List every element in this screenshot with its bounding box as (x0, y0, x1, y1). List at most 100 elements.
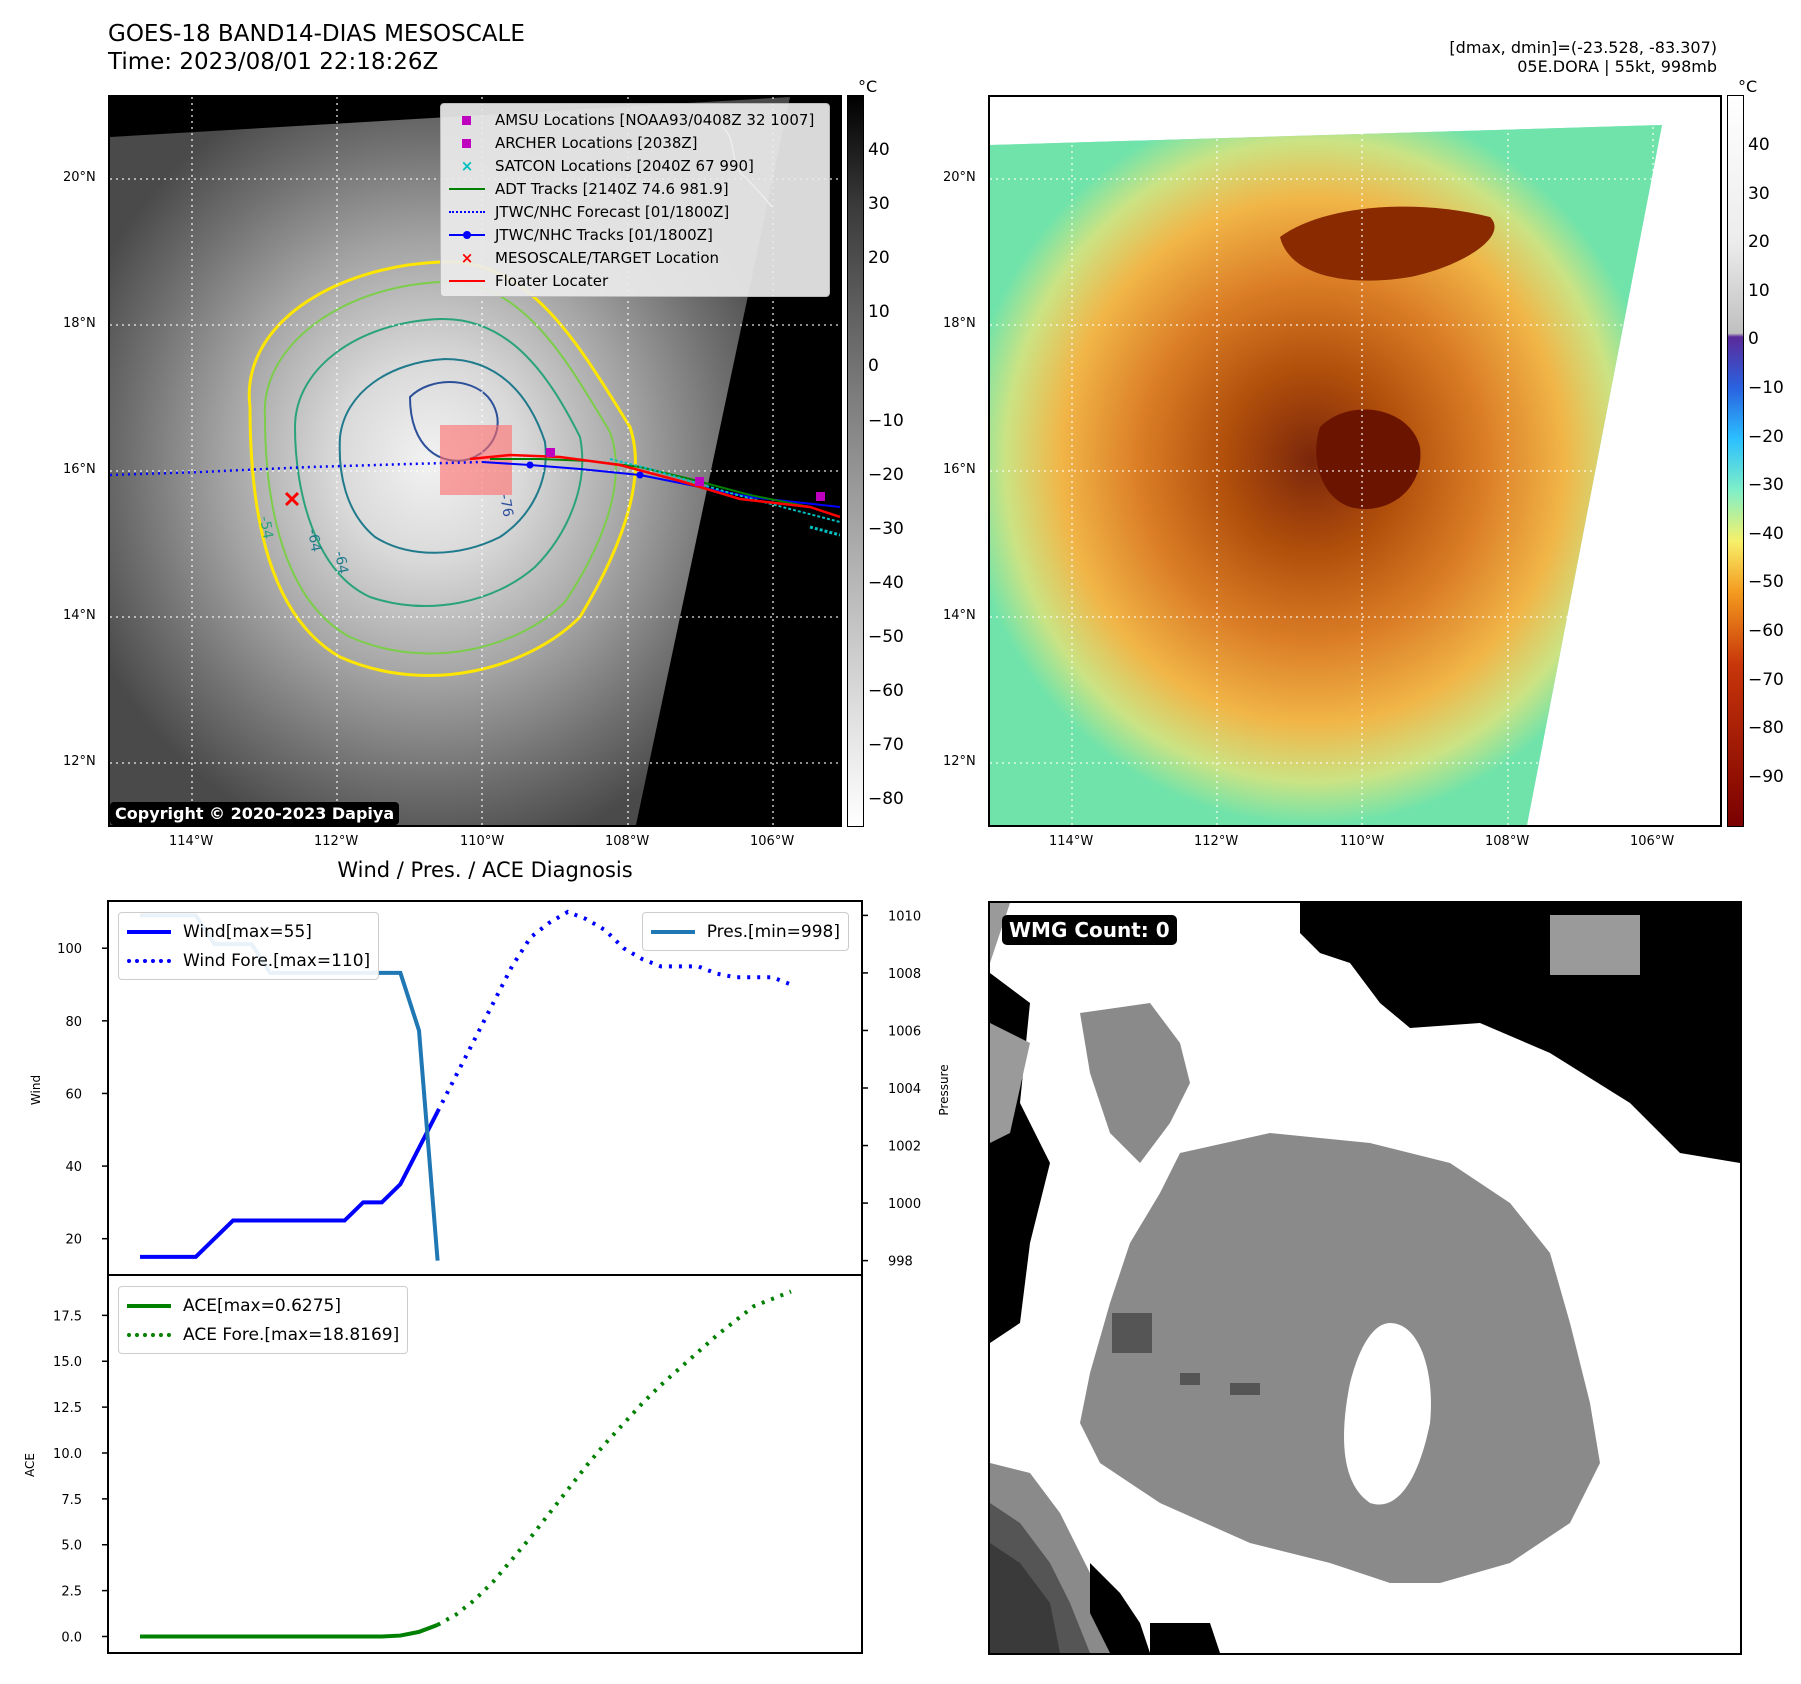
colorbar-right-tick: 0 (1748, 329, 1759, 350)
colorbar-right-tick: 30 (1748, 183, 1770, 204)
lat-label: 14°N (943, 608, 976, 623)
ace-tick-label: 2.5 (61, 1585, 82, 1600)
colorbar-left-tick: −20 (868, 464, 904, 485)
colorbar-right-tick: −90 (1748, 766, 1784, 787)
lat-label: 14°N (63, 608, 96, 623)
enhanced-ir-panel (988, 95, 1722, 827)
ace-tick-label: 15.0 (53, 1355, 82, 1370)
colorbar-unit: °C (1738, 77, 1758, 96)
colorbar-left-tick: −70 (868, 735, 904, 756)
legend-item: × MESOSCALE/TARGET Location (460, 248, 720, 267)
pressure-tick-label: 998 (888, 1255, 913, 1270)
colorbar-unit: °C (858, 77, 878, 96)
colorbar-left-tick: 30 (868, 194, 890, 215)
wind-series-line (140, 1110, 440, 1259)
colorbar-right-tick: −60 (1748, 621, 1784, 641)
colorbar-right-tick: −50 (1748, 572, 1784, 593)
legend-item: JTWC/NHC Forecast [01/1800Z] (449, 200, 821, 223)
ace-tick-label: 12.5 (53, 1401, 82, 1416)
pressure-tick-label: 1008 (888, 967, 921, 982)
ace-forecast-series-line (436, 1289, 792, 1627)
legend-item: AMSU Locations [NOAA93/0408Z 32 1007] (449, 108, 821, 131)
pressure-legend: Pres.[min=998] (641, 912, 849, 951)
legend-label: ACE Fore.[max=18.8169] (183, 1324, 400, 1345)
colorbar-left-tick: −10 (868, 410, 904, 431)
colorbar-right (1727, 95, 1744, 827)
colorbar-right-tick: −80 (1748, 718, 1784, 739)
contour-label: -54 (256, 515, 276, 540)
colorbar-right-tick: −10 (1748, 378, 1784, 398)
wmg-image (990, 903, 1740, 1653)
ace-series-line (140, 1623, 439, 1639)
legend-item: Floater Locater (449, 269, 821, 292)
legend-label: Floater Locater (495, 271, 609, 290)
wind-legend: Wind[max=55] Wind Fore.[max=110] (118, 912, 380, 980)
legend-item: JTWC/NHC Tracks [01/1800Z] (449, 223, 821, 246)
wind-tick-label: 60 (65, 1087, 82, 1102)
contour-label: -76 (496, 493, 516, 518)
title-line2: Time: 2023/08/01 22:18:26Z (108, 49, 439, 75)
lat-label: 20°N (63, 170, 96, 185)
pressure-tick-label: 1010 (888, 909, 921, 924)
legend-item: ARCHER Locations [2038Z] (449, 131, 821, 154)
lon-label: 108°W (1485, 834, 1530, 849)
colorbar-left-tick: −40 (868, 572, 904, 593)
lon-label: 106°W (750, 834, 795, 849)
wind-tick-label: 80 (65, 1015, 82, 1030)
legend-label: Wind[max=55] (183, 921, 312, 942)
lat-label: 12°N (943, 754, 976, 769)
ace-tick-label: 17.5 (53, 1309, 82, 1324)
wind-tick-label: 40 (65, 1160, 82, 1175)
legend-label: JTWC/NHC Forecast [01/1800Z] (495, 202, 730, 221)
info-line2: 05E.DORA | 55kt, 998mb (1517, 57, 1717, 76)
pressure-tick-label: 1006 (888, 1024, 921, 1039)
legend-label: ARCHER Locations [2038Z] (495, 133, 698, 152)
colorbar-left-tick: −80 (868, 789, 904, 810)
colorbar-left (847, 95, 864, 827)
legend-item: Wind Fore.[max=110] (127, 946, 370, 975)
ace-tick-label: 0.0 (61, 1630, 82, 1645)
legend-label: Wind Fore.[max=110] (183, 950, 371, 971)
legend-item: Pres.[min=998] (650, 917, 840, 946)
colorbar-right-tick: 10 (1748, 280, 1770, 301)
colorbar-right-tick: −40 (1748, 523, 1784, 544)
ace-tick-label: 10.0 (53, 1447, 82, 1462)
title-line1: GOES-18 BAND14-DIAS MESOSCALE (108, 21, 525, 47)
legend-item: ADT Tracks [2140Z 74.6 981.9] (449, 177, 821, 200)
lat-label: 16°N (63, 462, 96, 477)
legend-item: × SATCON Locations [2040Z 67 990] (460, 156, 754, 175)
colorbar-right-tick: 40 (1748, 135, 1770, 155)
ace-tick-label: 7.5 (61, 1493, 82, 1508)
colorbar-left-tick: 40 (868, 140, 890, 160)
pressure-tick-label: 1004 (888, 1082, 921, 1097)
legend-label: ADT Tracks [2140Z 74.6 981.9] (495, 179, 729, 198)
copyright-badge: Copyright © 2020-2023 Dapiya (110, 802, 400, 825)
storm-info: [dmax, dmin]=(-23.528, -83.307) 05E.DORA… (1449, 38, 1717, 76)
lon-label: 106°W (1630, 834, 1675, 849)
colorbar-left-tick: −30 (868, 518, 904, 539)
ace-legend: ACE[max=0.6275] ACE Fore.[max=18.8169] (118, 1286, 409, 1354)
ace-tick-label: 5.0 (61, 1539, 82, 1554)
diagnosis-title: Wind / Pres. / ACE Diagnosis (337, 858, 633, 882)
wmg-count-badge: WMG Count: 0 (1002, 915, 1177, 945)
legend-label: Pres.[min=998] (706, 921, 840, 942)
lon-label: 108°W (605, 834, 650, 849)
target-location-marker (284, 491, 300, 507)
figure-title: GOES-18 BAND14-DIAS MESOSCALE Time: 2023… (108, 20, 525, 76)
info-line1: [dmax, dmin]=(-23.528, -83.307) (1449, 38, 1717, 57)
pressure-tick-label: 1002 (888, 1140, 921, 1155)
lat-label: 18°N (63, 316, 96, 331)
legend-label: SATCON Locations [2040Z 67 990] (495, 156, 754, 175)
lat-label: 20°N (943, 170, 976, 185)
contour-label: -64 (304, 528, 324, 553)
colorbar-left-tick: −60 (868, 681, 904, 701)
pressure-tick-label: 1000 (888, 1197, 921, 1212)
lon-label: 110°W (460, 834, 505, 849)
map-legend: AMSU Locations [NOAA93/0408Z 32 1007] AR… (440, 103, 830, 297)
legend-label: MESOSCALE/TARGET Location (495, 248, 720, 267)
ir-map-panel: -64 -54 -64 -76 AMSU Locations [NOAA93/0… (108, 95, 842, 827)
lon-label: 114°W (1049, 834, 1094, 849)
colorbar-left-tick: 10 (868, 302, 890, 323)
lat-label: 18°N (943, 316, 976, 331)
